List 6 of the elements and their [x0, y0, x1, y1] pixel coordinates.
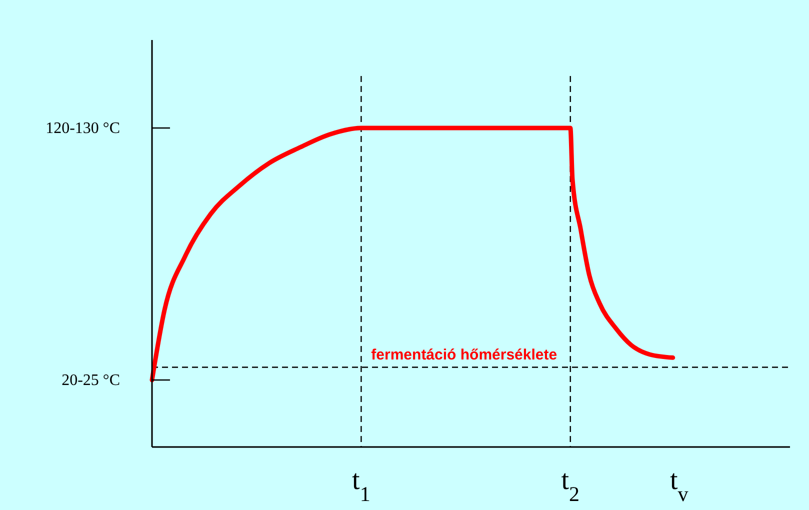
x-tick-label: t$_{v}$ — [670, 465, 689, 506]
x-tick-label: t$_{1}$ — [352, 465, 370, 506]
x-tick-label: t$_{2}$ — [561, 465, 580, 506]
text: 120-130 °C — [46, 120, 120, 137]
text: 20-25 °C — [62, 372, 120, 390]
ref-line-label: fermentáció hőmérséklete — [371, 346, 558, 364]
